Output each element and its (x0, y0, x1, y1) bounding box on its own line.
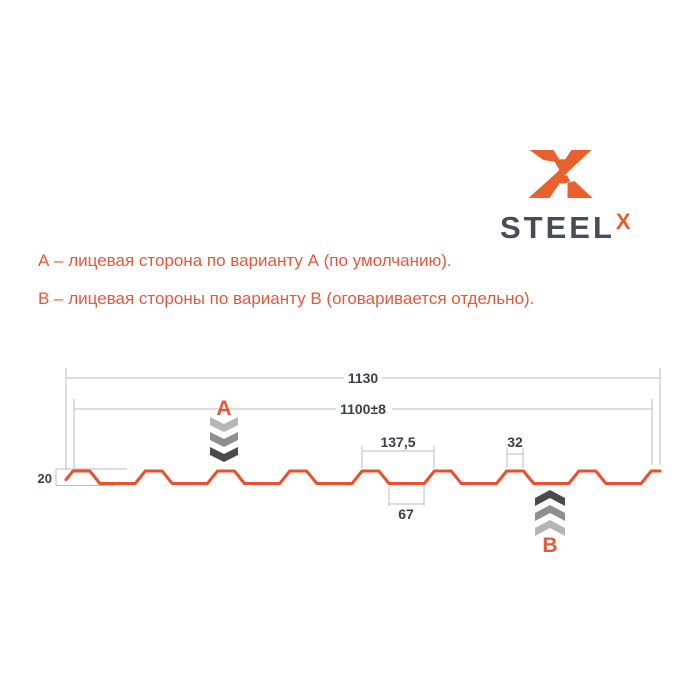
dim-rib-pitch-label: 137,5 (380, 434, 415, 450)
dimension-rib-bottom-width: 67 (388, 486, 425, 522)
side-b-label: B (542, 534, 557, 557)
dimension-rib-pitch: 137,5 (361, 434, 435, 468)
dimension-overall-width: 1130 (65, 368, 661, 470)
profile-drawing: 1130 1100±8 137,5 32 (38, 368, 662, 557)
dim-rib-bottom-width-label: 67 (398, 506, 414, 522)
dimension-cover-width: 1100±8 (73, 399, 653, 470)
side-a-label: A (216, 397, 231, 420)
dim-rib-top-width-label: 32 (507, 434, 523, 450)
dim-profile-height-label: 20 (38, 471, 52, 486)
logo-wordmark: STEELX (500, 209, 670, 245)
chevron-up-icon (535, 490, 565, 536)
steelx-x-mark-icon (528, 150, 593, 198)
dim-overall-width-label: 1130 (348, 370, 379, 386)
note-variant-b: В – лицевая стороны по варианту В (огова… (38, 289, 535, 308)
logo-wordmark-text: STEEL (500, 210, 615, 245)
dim-cover-width-label: 1100±8 (340, 401, 386, 417)
side-a-marker: A (210, 397, 238, 462)
logo-superscript-x: X (615, 209, 631, 234)
logo: STEELX (500, 150, 670, 243)
sheet-profile-outline (64, 469, 662, 485)
dimension-rib-top-width: 32 (506, 434, 524, 468)
side-b-marker: B (535, 490, 565, 557)
note-variant-a: А – лицевая сторона по варианту А (по ум… (38, 251, 452, 270)
chevron-down-icon (210, 417, 238, 462)
dimension-profile-height: 20 (38, 468, 127, 486)
